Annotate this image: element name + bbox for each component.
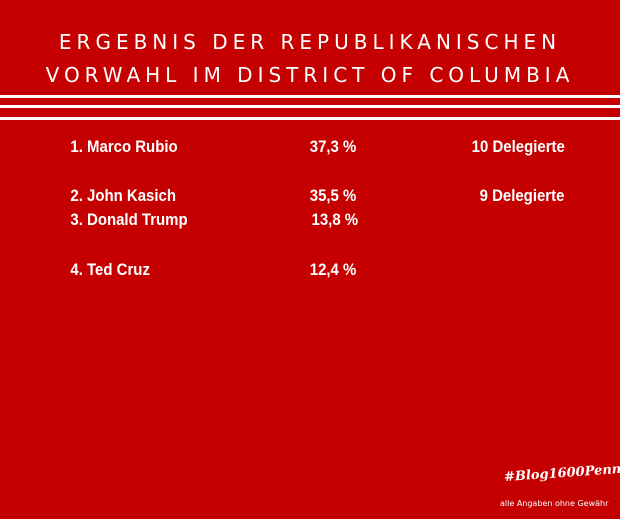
candidate-name: 4. Ted Cruz bbox=[70, 260, 150, 279]
hashtag-label: #Blog1600Penn bbox=[503, 461, 620, 486]
result-row: 4. Ted Cruz 12,4 % bbox=[0, 260, 546, 284]
delegate-count: 9 Delegierte bbox=[479, 186, 565, 205]
divider-stripe bbox=[0, 105, 620, 108]
title-line-1: ERGEBNIS DER REPUBLIKANISCHEN bbox=[58, 30, 562, 54]
result-row: 1. Marco Rubio 37,3 % 10 Delegierte bbox=[0, 137, 564, 161]
divider-stripe bbox=[0, 117, 620, 120]
title-line-2: VORWAHL IM DISTRICT OF COLUMBIA bbox=[45, 63, 575, 87]
result-row: 3. Donald Trump 13,8 % bbox=[0, 210, 546, 234]
result-row: 2. John Kasich 35,5 % 9 Delegierte bbox=[0, 186, 564, 210]
candidate-name: 2. John Kasich bbox=[70, 186, 176, 205]
vote-percent: 35,5 % bbox=[309, 186, 357, 205]
delegate-count: 10 Delegierte bbox=[471, 137, 565, 156]
page-title: ERGEBNIS DER REPUBLIKANISCHEN VORWAHL IM… bbox=[0, 26, 620, 92]
vote-percent: 37,3 % bbox=[309, 137, 357, 156]
divider-stripe bbox=[0, 95, 620, 98]
vote-percent: 13,8 % bbox=[311, 210, 359, 229]
candidate-name: 3. Donald Trump bbox=[70, 210, 188, 229]
vote-percent: 12,4 % bbox=[309, 260, 357, 279]
candidate-name: 1. Marco Rubio bbox=[70, 137, 178, 156]
disclaimer-text: alle Angaben ohne Gewähr bbox=[500, 499, 609, 508]
